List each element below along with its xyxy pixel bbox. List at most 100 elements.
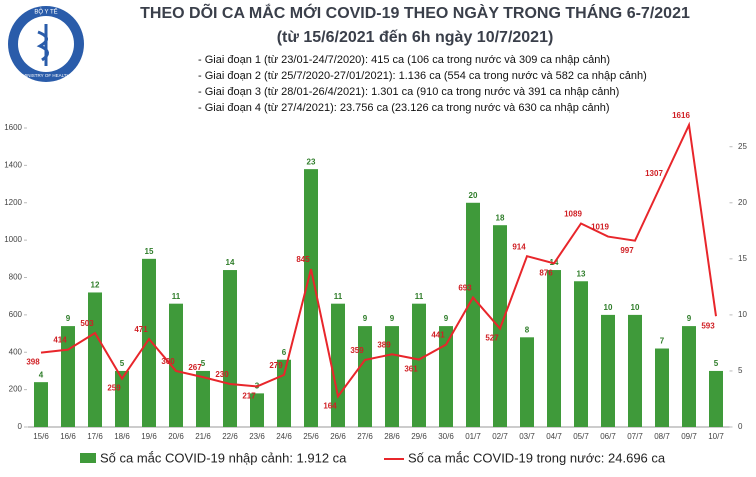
line-label: 279 xyxy=(269,361,283,370)
chart-title: THEO DÕI CA MẮC MỚI COVID-19 THEO NGÀY T… xyxy=(140,2,690,22)
y-tick-label: 400 xyxy=(9,347,23,356)
line-label: 1019 xyxy=(591,223,609,232)
logo-bottom: MINISTRY OF HEALTH xyxy=(22,73,70,78)
x-tick-label: 17/6 xyxy=(87,432,103,441)
x-tick-label: 24/6 xyxy=(276,432,292,441)
bar xyxy=(358,326,372,427)
legend-label: Số ca mắc COVID-19 trong nước: 24.696 ca xyxy=(408,450,666,465)
bar xyxy=(655,348,669,427)
bar xyxy=(466,202,480,427)
bar xyxy=(61,326,75,427)
bar-label: 9 xyxy=(687,314,692,323)
x-tick-label: 27/6 xyxy=(357,432,373,441)
y-tick-label: 1600 xyxy=(4,123,22,132)
line-label: 1089 xyxy=(564,210,582,219)
bar-label: 10 xyxy=(631,303,640,312)
line-label: 217 xyxy=(242,392,256,401)
bar xyxy=(709,370,723,427)
x-tick-label: 07/7 xyxy=(627,432,643,441)
line-label: 876 xyxy=(539,268,553,277)
bar xyxy=(169,303,183,427)
line-label: 267 xyxy=(188,363,202,372)
bar xyxy=(250,393,264,427)
y2-tick-label: 15 xyxy=(738,254,747,263)
chart-subtitle: (từ 15/6/2021 đến 6h ngày 10/7/2021) xyxy=(277,29,554,46)
x-tick-label: 20/6 xyxy=(168,432,184,441)
x-tick-label: 15/6 xyxy=(33,432,49,441)
line-label: 300 xyxy=(161,357,175,366)
x-tick-label: 19/6 xyxy=(141,432,157,441)
bar-label: 11 xyxy=(172,292,181,301)
x-tick-label: 21/6 xyxy=(195,432,211,441)
line-label: 164 xyxy=(323,401,337,410)
bar-label: 9 xyxy=(390,314,395,323)
bar-label: 9 xyxy=(66,314,71,323)
bar-label: 5 xyxy=(120,359,125,368)
line-label: 441 xyxy=(431,331,445,340)
line-label: 845 xyxy=(296,255,310,264)
y-tick-label: 1200 xyxy=(4,198,22,207)
logo: BỘ Y TẾ MINISTRY OF HEALTH xyxy=(8,6,84,82)
x-tick-label: 06/7 xyxy=(600,432,616,441)
x-tick-label: 25/6 xyxy=(303,432,319,441)
bar-label: 13 xyxy=(577,269,586,278)
bar xyxy=(34,382,48,427)
line-label: 914 xyxy=(512,242,526,251)
y-tick-label: 1400 xyxy=(4,160,22,169)
x-tick-label: 23/6 xyxy=(249,432,265,441)
x-tick-label: 16/6 xyxy=(60,432,76,441)
bar xyxy=(304,169,318,428)
bar xyxy=(628,314,642,427)
x-tick-label: 08/7 xyxy=(654,432,670,441)
x-tick-label: 22/6 xyxy=(222,432,238,441)
x-tick-label: 10/7 xyxy=(708,432,724,441)
bar-label: 18 xyxy=(496,213,505,222)
note: - Giai đoạn 2 (từ 25/7/2020-27/01/2021):… xyxy=(198,70,647,82)
line-label: 230 xyxy=(215,370,229,379)
note: - Giai đoạn 3 (từ 28/01-26/4/2021): 1.30… xyxy=(198,86,619,98)
note: - Giai đoạn 4 (từ 27/4/2021): 23.756 ca … xyxy=(198,102,609,114)
bar xyxy=(196,370,210,427)
x-tick-label: 30/6 xyxy=(438,432,454,441)
line-label: 1616 xyxy=(672,111,690,120)
x-tick-label: 03/7 xyxy=(519,432,535,441)
bar-label: 11 xyxy=(415,292,424,301)
x-tick-label: 09/7 xyxy=(681,432,697,441)
x-tick-label: 01/7 xyxy=(465,432,481,441)
legend-swatch xyxy=(80,453,96,463)
legend-label: Số ca mắc COVID-19 nhập cảnh: 1.912 ca xyxy=(100,450,347,465)
bar-label: 11 xyxy=(334,292,343,301)
bar-label: 9 xyxy=(444,314,449,323)
bar-label: 15 xyxy=(145,247,154,256)
bar-label: 12 xyxy=(91,281,100,290)
bar-label: 6 xyxy=(282,348,287,357)
bar-label: 23 xyxy=(307,157,316,166)
x-tick-label: 26/6 xyxy=(330,432,346,441)
line xyxy=(40,121,717,399)
line-label: 693 xyxy=(458,284,472,293)
bar xyxy=(682,326,696,427)
bar-label: 4 xyxy=(39,370,44,379)
bar-label: 8 xyxy=(525,325,530,334)
bar xyxy=(574,281,588,427)
x-tick-label: 18/6 xyxy=(114,432,130,441)
line-label: 1307 xyxy=(645,169,663,178)
bar xyxy=(385,326,399,427)
line-label: 414 xyxy=(53,336,67,345)
bar-label: 10 xyxy=(604,303,613,312)
x-tick-label: 05/7 xyxy=(573,432,589,441)
line-label: 389 xyxy=(377,340,391,349)
bar xyxy=(439,326,453,427)
line-label: 997 xyxy=(620,246,634,255)
bar-label: 7 xyxy=(660,337,665,346)
x-tick-label: 04/7 xyxy=(546,432,562,441)
bar xyxy=(412,303,426,427)
y2-tick-label: 5 xyxy=(738,366,743,375)
bar xyxy=(601,314,615,427)
x-tick-label: 28/6 xyxy=(384,432,400,441)
bar xyxy=(142,258,156,427)
line-label: 259 xyxy=(107,384,121,393)
y-tick-label: 1000 xyxy=(4,235,22,244)
bar-label: 20 xyxy=(469,191,478,200)
